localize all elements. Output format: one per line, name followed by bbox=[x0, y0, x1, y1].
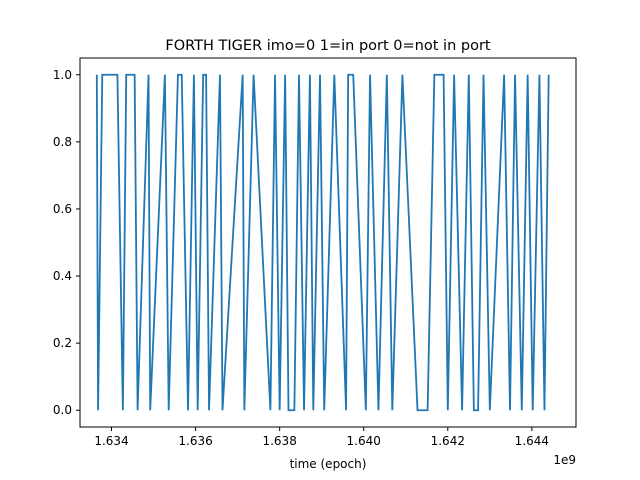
plot-line-group bbox=[95, 73, 550, 412]
y-tick-label: 0.8 bbox=[53, 135, 72, 149]
x-tick-label: 1.644 bbox=[515, 434, 549, 448]
plot-frame bbox=[79, 57, 577, 428]
x-tick-label: 1.636 bbox=[178, 434, 212, 448]
y-tick-label: 0.0 bbox=[53, 403, 72, 417]
x-axis: 1.634 1.636 1.638 1.640 1.642 1.644 bbox=[94, 427, 549, 448]
x-axis-label: time (epoch) bbox=[290, 457, 367, 471]
y-tick-label: 0.6 bbox=[53, 202, 72, 216]
series-line bbox=[95, 73, 550, 412]
y-axis: 0.0 0.2 0.4 0.6 0.8 1.0 bbox=[53, 68, 80, 417]
y-tick-label: 1.0 bbox=[53, 68, 72, 82]
y-tick-label: 0.2 bbox=[53, 336, 72, 350]
x-tick-label: 1.638 bbox=[262, 434, 296, 448]
chart-title: FORTH TIGER imo=0 1=in port 0=not in por… bbox=[165, 38, 490, 54]
x-tick-label: 1.634 bbox=[94, 434, 128, 448]
x-tick-label: 1.642 bbox=[431, 434, 465, 448]
x-offset-label: 1e9 bbox=[553, 453, 576, 467]
x-tick-label: 1.640 bbox=[347, 434, 381, 448]
y-tick-label: 0.4 bbox=[53, 269, 72, 283]
